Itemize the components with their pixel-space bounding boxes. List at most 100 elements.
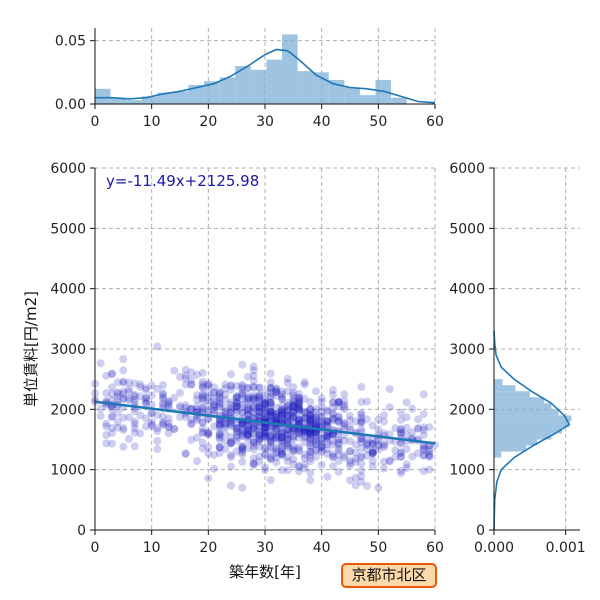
scatter-point	[255, 403, 264, 412]
scatter-point	[266, 398, 275, 407]
scatter-point	[193, 370, 201, 379]
scatter-point	[295, 389, 303, 398]
right-hist-axes: 0 1000 2000 3000 4000 5000 6000 0.000 0.001	[449, 161, 585, 556]
scatter-point	[108, 423, 116, 432]
scatter-point	[289, 402, 298, 410]
scatter-point	[238, 483, 247, 492]
scatter-point	[164, 429, 173, 437]
scatter-point	[215, 431, 224, 440]
scatter-point	[306, 476, 315, 485]
scatter-point	[295, 406, 303, 415]
scatter-point	[329, 390, 337, 399]
scatter-point	[159, 399, 167, 408]
scatter-point	[181, 371, 190, 380]
top-hist-y-tick-label: 0.00	[55, 97, 86, 113]
scatter-point	[113, 409, 122, 418]
scatter-point	[215, 420, 224, 429]
scatter-point	[289, 442, 298, 451]
scatter-point	[278, 394, 286, 403]
scatter-point	[255, 408, 264, 417]
scatter-point	[221, 444, 230, 453]
scatter-point	[210, 383, 218, 392]
scatter-point	[244, 411, 252, 419]
scatter-point	[227, 439, 235, 448]
scatter-point	[159, 389, 167, 398]
scatter-point	[272, 453, 281, 462]
main-y-tick-label: 5000	[50, 221, 86, 237]
scatter-point	[295, 461, 303, 470]
scatter-point	[295, 394, 303, 403]
scatter-point	[357, 444, 366, 453]
scatter-point	[278, 433, 286, 442]
scatter-point	[204, 382, 213, 390]
scatter-point	[306, 409, 315, 418]
scatter-point	[300, 394, 309, 403]
scatter-point	[329, 403, 337, 412]
scatter-point	[374, 446, 383, 454]
scatter-point	[215, 401, 224, 410]
scatter-point	[227, 462, 235, 471]
top-hist-bar	[297, 71, 314, 104]
scatter-point	[164, 414, 173, 423]
scatter-point	[289, 401, 298, 410]
scatter-point	[295, 463, 303, 472]
scatter-point	[170, 425, 179, 434]
scatter-point	[334, 397, 343, 406]
scatter-point	[306, 457, 315, 466]
scatter-point	[300, 409, 309, 418]
scatter-point	[278, 390, 286, 399]
scatter-point	[272, 433, 281, 442]
scatter-point	[238, 360, 247, 369]
scatter-point	[244, 429, 252, 438]
scatter-point	[283, 402, 292, 411]
scatter-point	[329, 437, 337, 446]
scatter-point	[147, 391, 156, 400]
scatter-point	[261, 404, 269, 413]
scatter-point	[317, 412, 326, 421]
scatter-point	[306, 419, 315, 428]
scatter-point	[283, 440, 292, 449]
scatter-point	[351, 448, 360, 457]
scatter-point	[306, 416, 315, 425]
scatter-point	[289, 411, 298, 420]
area-badge: 京都市北区	[341, 563, 437, 588]
scatter-point	[198, 397, 207, 406]
scatter-point	[340, 400, 349, 409]
scatter-point	[300, 429, 309, 438]
scatter-point	[108, 389, 116, 398]
scatter-point	[221, 404, 230, 413]
scatter-point	[272, 409, 281, 418]
scatter-point	[397, 424, 405, 433]
scatter-point	[198, 428, 207, 437]
scatter-point	[295, 403, 303, 412]
scatter-point	[125, 434, 133, 443]
scatter-point	[108, 369, 116, 378]
scatter-point	[249, 366, 258, 375]
scatter-point	[227, 437, 235, 446]
right-hist-bar	[494, 451, 502, 458]
scatter-point	[306, 414, 315, 423]
scatter-point	[289, 447, 298, 456]
main-y-tick-label: 6000	[50, 161, 86, 177]
right-hist-bar	[494, 397, 545, 404]
scatter-point	[357, 434, 366, 443]
scatter-point	[346, 437, 354, 446]
scatter-point	[329, 450, 337, 459]
scatter-point	[368, 448, 377, 457]
scatter-point	[238, 391, 247, 400]
scatter-point	[266, 402, 275, 410]
scatter-point	[368, 446, 377, 455]
scatter-point	[419, 451, 428, 460]
scatter-point	[227, 419, 235, 428]
scatter-point	[323, 418, 332, 427]
scatter-point	[261, 443, 269, 452]
scatter-point	[142, 414, 150, 423]
scatter-point	[374, 441, 383, 450]
scatter-point	[283, 457, 292, 465]
scatter-point	[261, 466, 269, 475]
scatter-point	[266, 392, 275, 401]
scatter-point	[113, 396, 122, 405]
scatter-point	[323, 421, 332, 430]
scatter-point	[266, 454, 275, 463]
